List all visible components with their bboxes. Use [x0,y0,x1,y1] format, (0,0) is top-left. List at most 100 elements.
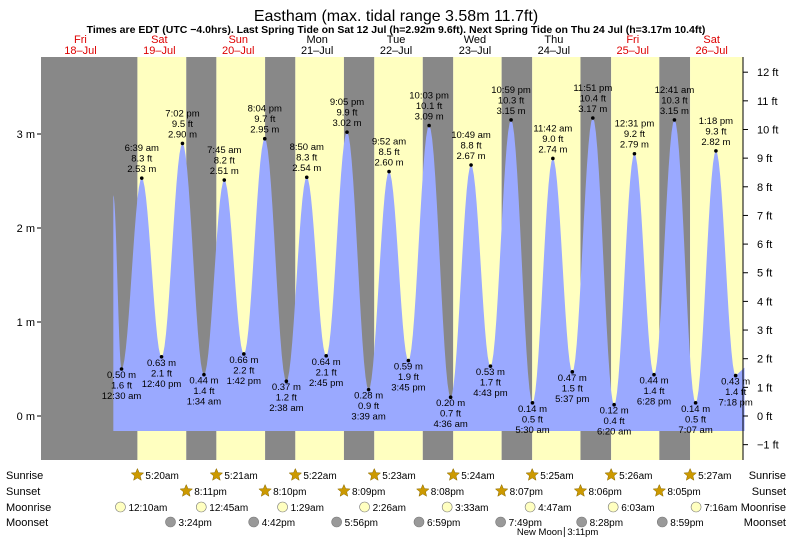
moonrise-icon [441,501,453,513]
tide-point: 0.20 m0.7 ft4:36 am [433,395,468,430]
tide-height-m-label: 2.67 m [457,151,486,162]
tide-height-ft-label: 9.0 ft [542,134,563,145]
tide-time-label: 2:45 pm [309,378,343,389]
tide-marker [570,370,575,374]
sunrise-time: 5:21am [224,471,257,482]
y-tick-label-ft: 5 ft [757,268,772,280]
tide-point: 8:04 pm9.7 ft2.95 m [248,104,282,141]
day-date-label: 20–Jul [222,45,254,57]
tide-height-ft-label: 1.6 ft [111,381,132,392]
tide-point: 0.59 m1.9 ft3:45 pm [391,358,426,394]
day-date-label: 23–Jul [459,45,491,57]
tide-height-m-label: 2.54 m [292,163,321,174]
sunrise-icon [130,467,145,481]
sunrise-icon [683,467,697,481]
tide-height-ft-label: 9.5 ft [172,119,193,130]
tide-marker [202,372,206,377]
y-tick-label-ft: 1 ft [757,382,772,394]
sun-moon-rows: Sunrise Sunrise Sunset Sunset Moonrise Moonri… [6,467,786,538]
tide-marker [733,373,738,378]
moonrise-icon [524,501,536,513]
sunset-time: 8:10pm [273,487,306,498]
chart-subtitle: Times are EDT (UTC −4.0hrs). Last Spring… [87,24,706,36]
tide-height-m-label: 0.63 m [147,358,176,369]
tide-point: 0.66 m2.2 ft1:42 pm [227,352,261,387]
sunset-time: 8:05pm [667,487,700,498]
moon-phase-label: New Moon [517,527,562,538]
moonrise-time: 6:03am [621,503,654,514]
tide-point: 0.14 m0.5 ft7:07 am [678,401,713,436]
moonset-time: 8:59pm [670,518,703,529]
tide-height-ft-label: 2.1 ft [151,368,172,379]
tide-point: 6:39 am8.3 ft2.53 m [125,143,159,180]
tide-height-ft-label: 1.4 ft [725,387,746,398]
tide-height-m-label: 2.95 m [250,125,279,136]
tide-height-m-label: 0.44 m [189,376,218,387]
tide-time-label: 4:43 pm [473,388,507,399]
tide-point: 9:52 am8.5 ft2.60 m [372,137,406,174]
sunset-icon [494,483,509,497]
day-name-label: Wed [464,34,486,46]
tide-marker [448,395,453,400]
day-name-label: Tue [387,34,406,46]
moonrise-time: 12:10am [128,503,167,514]
right-axis-strip [733,57,743,460]
tide-height-ft-label: 0.7 ft [440,409,461,420]
moonset-icon [576,516,587,528]
y-tick-label-m: 1 m [17,317,35,329]
tide-point: 0.43 m1.4 ft7:18 pm [718,373,753,409]
row-label-left: Sunrise [6,470,43,482]
tide-point: 0.37 m1.2 ft2:38 am [269,379,304,414]
tide-height-ft-label: 0.4 ft [604,416,625,427]
tide-height-m-label: 0.50 m [107,370,136,381]
tide-time-label: 7:45 am [207,145,241,156]
tide-time-label: 1:18 pm [699,116,733,127]
tide-marker [632,151,637,156]
sunrise-time: 5:23am [382,471,415,482]
tide-height-ft-label: 0.5 ft [522,414,543,425]
tide-height-ft-label: 1.4 ft [193,386,214,397]
tide-height-ft-label: 0.9 ft [358,401,379,412]
tide-time-label: 5:30 am [515,425,549,436]
moonrise-icon [277,501,288,513]
day-date-label: 21–Jul [301,45,333,57]
tide-time-label: 8:04 pm [248,104,282,115]
tide-time-label: 9:52 am [372,137,406,148]
tide-height-m-label: 0.12 m [600,406,629,417]
tide-marker [509,118,513,122]
day-date-label: 26–Jul [695,45,727,57]
tide-height-ft-label: 10.1 ft [416,101,443,112]
tide-height-ft-label: 1.2 ft [276,393,297,404]
sunset-time: 8:09pm [352,487,385,498]
tide-height-ft-label: 0.5 ft [685,414,706,425]
tide-time-label: 1:42 pm [227,376,261,387]
sunset-time: 8:07pm [510,487,543,498]
sunrise-icon [604,467,618,481]
row-label-left: Moonrise [6,502,51,514]
tide-time-label: 6:39 am [125,143,159,154]
tide-height-m-label: 0.66 m [229,355,258,366]
tide-height-ft-label: 2.1 ft [316,367,337,378]
tide-area [113,118,745,432]
tide-height-m-label: 2.79 m [620,140,649,151]
tide-height-m-label: 0.59 m [394,362,423,373]
tide-marker [284,379,289,384]
sunset-icon [415,483,430,497]
tide-height-m-label: 0.43 m [721,377,750,388]
tide-marker [591,116,595,120]
y-tick-label-ft: 10 ft [757,124,778,136]
sunset-icon [652,483,667,497]
sunset-time: 8:08pm [431,487,464,498]
tide-time-label: 7:02 pm [165,108,199,119]
tide-marker [672,118,677,122]
y-tick-label-ft: 11 ft [757,96,778,108]
y-tick-label-ft: 7 ft [757,210,772,222]
tide-time-label: 10:49 am [451,130,491,141]
tide-time-label: 12:30 am [102,391,142,402]
day-date-label: 22–Jul [380,45,412,57]
